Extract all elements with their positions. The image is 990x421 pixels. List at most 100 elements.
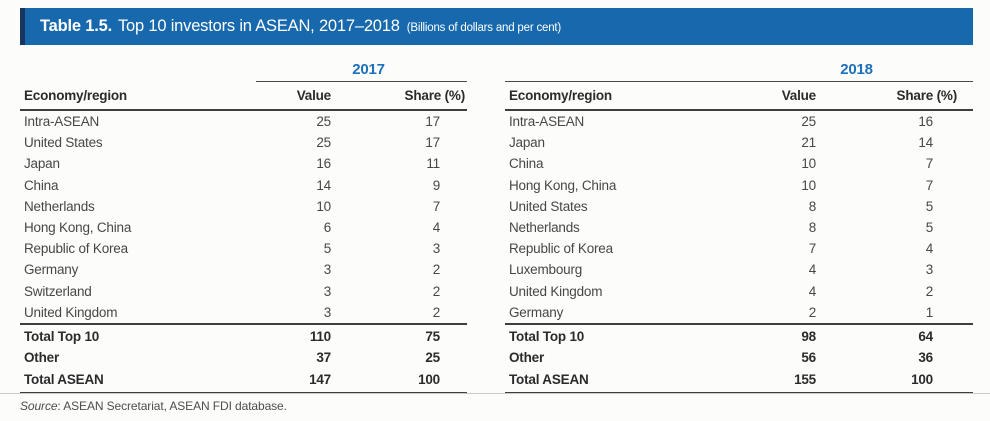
year-label: 2017 bbox=[352, 61, 385, 78]
economy-cell: United Kingdom bbox=[24, 304, 118, 320]
share-cell: 14 bbox=[918, 135, 933, 151]
table-row: United Kingdom 3 2 bbox=[20, 302, 467, 323]
table-row: Intra-ASEAN 25 17 bbox=[20, 111, 467, 132]
economy-cell: Switzerland bbox=[24, 283, 92, 299]
value-cell: 16 bbox=[316, 156, 331, 172]
share-cell: 2 bbox=[432, 262, 441, 278]
total-row: Other 37 25 bbox=[20, 347, 467, 368]
share-cell: 7 bbox=[925, 156, 934, 172]
share-cell: 9 bbox=[432, 177, 441, 193]
table-row: Republic of Korea 5 3 bbox=[20, 238, 467, 259]
economy-cell: Hong Kong, China bbox=[24, 220, 132, 236]
table-row: Switzerland 3 2 bbox=[20, 281, 467, 302]
value-cell: 14 bbox=[316, 177, 331, 193]
economy-cell: Germany bbox=[509, 304, 564, 320]
table-row: Hong Kong, China 10 7 bbox=[505, 175, 973, 196]
economy-cell: Total ASEAN bbox=[509, 371, 589, 387]
economy-cell: Other bbox=[24, 350, 60, 366]
table-row: United Kingdom 4 2 bbox=[505, 281, 973, 302]
value-cell: 2 bbox=[808, 304, 817, 320]
table-row: Netherlands 10 7 bbox=[20, 196, 467, 217]
share-cell: 2 bbox=[925, 283, 934, 299]
economy-cell: Netherlands bbox=[24, 198, 95, 214]
table-row: United States 8 5 bbox=[505, 196, 973, 217]
economy-cell: Netherlands bbox=[509, 220, 580, 236]
share-cell: 1 bbox=[925, 304, 934, 320]
share-cell: 64 bbox=[918, 329, 933, 345]
share-cell: 3 bbox=[432, 241, 441, 257]
share-cell: 7 bbox=[925, 177, 934, 193]
value-cell: 21 bbox=[801, 135, 816, 151]
total-row: Total Top 10 98 64 bbox=[505, 326, 973, 347]
economy-cell: Japan bbox=[24, 156, 60, 172]
value-cell: 98 bbox=[801, 329, 816, 345]
table-row: Germany 3 2 bbox=[20, 259, 467, 280]
share-cell: 75 bbox=[425, 329, 440, 345]
column-header-share: Share (%) bbox=[404, 88, 466, 103]
totals-section: Total Top 10 98 64 Other 56 36 Total ASEAN 15… bbox=[505, 322, 973, 395]
table-title-text: Top 10 investors in ASEAN, 2017–2018 bbox=[117, 17, 400, 35]
bottom-divider bbox=[0, 393, 990, 394]
investors-table-2018: 2018 Economy/region Value Share (%) Intr… bbox=[505, 56, 973, 395]
year-header-2017: 2017 bbox=[20, 56, 467, 82]
share-cell: 2 bbox=[432, 283, 441, 299]
total-row: Other 56 36 bbox=[505, 347, 973, 368]
share-cell: 2 bbox=[432, 304, 441, 320]
total-row: Total Top 10 110 75 bbox=[20, 326, 467, 347]
economy-cell: China bbox=[24, 177, 59, 193]
column-header-value: Value bbox=[781, 88, 816, 103]
economy-cell: Total ASEAN bbox=[24, 371, 104, 387]
share-cell: 17 bbox=[425, 135, 440, 151]
value-cell: 110 bbox=[309, 329, 331, 345]
table-row: Japan 16 11 bbox=[20, 153, 467, 174]
column-header-share: Share (%) bbox=[896, 88, 958, 103]
economy-cell: Intra-ASEAN bbox=[24, 114, 100, 130]
column-header-economy: Economy/region bbox=[509, 88, 612, 103]
value-cell: 10 bbox=[801, 156, 816, 172]
value-cell: 37 bbox=[316, 350, 331, 366]
table-row: China 14 9 bbox=[20, 175, 467, 196]
share-cell: 11 bbox=[426, 156, 440, 172]
share-cell: 7 bbox=[432, 198, 441, 214]
value-cell: 8 bbox=[808, 198, 817, 214]
source-prefix: Source bbox=[20, 399, 58, 413]
economy-cell: United States bbox=[24, 135, 103, 151]
share-cell: 5 bbox=[925, 220, 934, 236]
year-underline bbox=[256, 81, 467, 82]
table-row: Luxembourg 4 3 bbox=[505, 259, 973, 280]
value-cell: 25 bbox=[316, 135, 331, 151]
table-title: Table 1.5. Top 10 investors in ASEAN, 20… bbox=[40, 17, 561, 36]
economy-cell: United States bbox=[509, 198, 588, 214]
share-cell: 100 bbox=[418, 371, 440, 387]
value-cell: 25 bbox=[316, 114, 331, 130]
value-cell: 3 bbox=[323, 304, 332, 320]
table-row: Intra-ASEAN 25 16 bbox=[505, 111, 973, 132]
share-cell: 17 bbox=[425, 114, 440, 130]
economy-cell: Other bbox=[509, 350, 545, 366]
table-row: Germany 2 1 bbox=[505, 302, 973, 323]
column-header-row: Economy/region Value Share (%) bbox=[20, 82, 467, 111]
investors-table-2017: 2017 Economy/region Value Share (%) Intr… bbox=[20, 56, 467, 395]
value-cell: 5 bbox=[323, 241, 332, 257]
value-cell: 3 bbox=[323, 283, 332, 299]
economy-cell: Intra-ASEAN bbox=[509, 114, 585, 130]
economy-cell: Germany bbox=[24, 262, 79, 278]
value-cell: 6 bbox=[323, 220, 332, 236]
table-row: Hong Kong, China 6 4 bbox=[20, 217, 467, 238]
share-cell: 16 bbox=[918, 114, 933, 130]
table-row: Republic of Korea 7 4 bbox=[505, 238, 973, 259]
economy-cell: Republic of Korea bbox=[24, 241, 128, 257]
value-cell: 25 bbox=[801, 114, 816, 130]
total-row: Total ASEAN 155 100 bbox=[505, 369, 973, 390]
source-text: : ASEAN Secretariat, ASEAN FDI database. bbox=[57, 399, 287, 413]
economy-cell: Total Top 10 bbox=[24, 329, 100, 345]
economy-cell: China bbox=[509, 156, 544, 172]
value-cell: 10 bbox=[316, 198, 331, 214]
table-row: Japan 21 14 bbox=[505, 132, 973, 153]
column-header-value: Value bbox=[296, 88, 331, 103]
table-body: Intra-ASEAN 25 17 United States 25 17 Japan 1… bbox=[20, 111, 467, 323]
economy-cell: Japan bbox=[509, 135, 545, 151]
share-cell: 3 bbox=[925, 262, 934, 278]
economy-cell: United Kingdom bbox=[509, 283, 603, 299]
value-cell: 56 bbox=[801, 350, 816, 366]
